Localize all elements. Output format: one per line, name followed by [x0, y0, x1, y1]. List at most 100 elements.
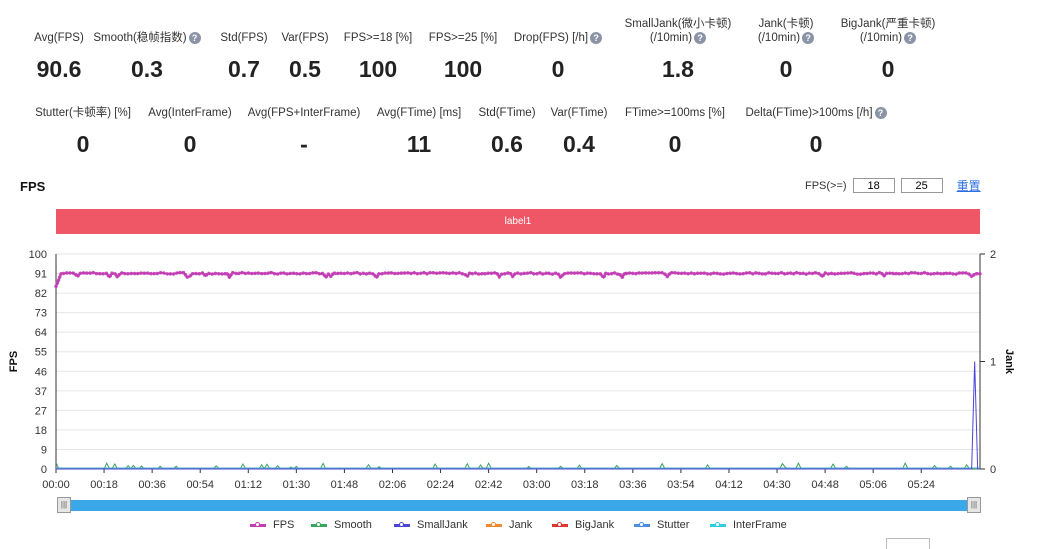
- metric-value: 1.8: [662, 56, 694, 82]
- legend-label: InterFrame: [733, 519, 787, 531]
- metric-label: Stutter(卡顿率) [%]: [8, 106, 158, 120]
- legend-marker: [557, 521, 562, 527]
- fps-threshold-label: FPS(>=): [805, 179, 847, 192]
- y-axis-title: FPS: [8, 351, 20, 372]
- fps-threshold-controls: FPS(>=) 重置: [805, 177, 981, 194]
- legend-item-jank[interactable]: Jank: [486, 519, 532, 531]
- y-tick-label: 55: [35, 347, 47, 359]
- fps-threshold-input-1[interactable]: [852, 178, 895, 193]
- x-tick-label: 03:36: [619, 479, 647, 491]
- legend-swatch: [394, 521, 410, 527]
- x-tick-label: 02:42: [475, 479, 503, 491]
- legend-item-interframe[interactable]: InterFrame: [710, 519, 787, 531]
- legend-swatch: [486, 521, 502, 527]
- metric-label: Var(FPS): [230, 31, 380, 45]
- metric-label-text: Avg(FPS+InterFrame): [247, 107, 361, 119]
- metric-label: Smooth(稳帧指数)?: [72, 31, 222, 45]
- legend-item-stutter[interactable]: Stutter: [634, 519, 689, 531]
- legend-swatch: [634, 521, 650, 527]
- help-icon[interactable]: ?: [590, 31, 603, 44]
- metric-value: 11: [406, 131, 432, 157]
- metric-label: Jank(卡顿) (/10min)?: [711, 17, 861, 45]
- fps-series-points: [54, 270, 982, 289]
- legend-label: Jank: [509, 519, 533, 531]
- x-tick-label: 02:24: [427, 479, 455, 491]
- legend-marker: [715, 521, 720, 527]
- y2-axis-title: Jank: [1003, 349, 1015, 375]
- fps-threshold-input-2[interactable]: [900, 178, 943, 193]
- metric-label: SmallJank(微小卡顿) (/10min)?: [603, 17, 753, 45]
- metric-label-text: Stutter(卡顿率) [%]: [35, 107, 131, 119]
- y-tick-label: 46: [35, 366, 47, 378]
- scrollbar-right-handle[interactable]: |||: [967, 497, 981, 513]
- help-icon[interactable]: ?: [802, 31, 815, 44]
- x-tick-label: 04:48: [811, 479, 839, 491]
- metric-r1-3: Var(FPS) 0.5: [230, 0, 380, 82]
- metric-r2-4: Std(FTime) 0.6: [432, 0, 582, 157]
- metric-r2-3: Avg(FTime) [ms] 11: [344, 0, 494, 157]
- y-tick-label: 73: [35, 308, 47, 320]
- metric-r1-5: FPS>=25 [%] 100: [388, 0, 538, 82]
- metric-value: 0.5: [289, 56, 321, 82]
- metric-label-text: Var(FTime): [550, 107, 608, 119]
- legend-item-fps[interactable]: FPS: [250, 519, 294, 531]
- metric-r1-7: SmallJank(微小卡顿) (/10min)? 1.8: [603, 0, 753, 82]
- legend-item-bigjank[interactable]: BigJank: [552, 519, 614, 531]
- metric-label: Drop(FPS) [/h]?: [483, 31, 633, 45]
- metric-r2-1: Avg(InterFrame) 0: [115, 0, 265, 157]
- metric-r2-2: Avg(FPS+InterFrame) -: [229, 0, 379, 157]
- x-tick-label: 03:00: [523, 479, 551, 491]
- y-tick-label: 18: [35, 425, 47, 437]
- metric-r2-0: Stutter(卡顿率) [%] 0: [8, 0, 158, 157]
- metric-value: 0: [881, 56, 895, 82]
- y2-tick-label: 2: [990, 249, 996, 261]
- metric-label: Std(FTime): [432, 106, 582, 120]
- metric-r1-2: Std(FPS) 0.7: [169, 0, 319, 82]
- scrollbar-track[interactable]: [58, 500, 980, 511]
- reset-link[interactable]: 重置: [956, 179, 981, 193]
- help-icon[interactable]: ?: [874, 106, 887, 119]
- metric-r1-1: Smooth(稳帧指数)? 0.3: [72, 0, 222, 82]
- legend-swatch: [710, 521, 726, 527]
- metric-value: 0.4: [563, 131, 595, 157]
- x-tick-label: 00:00: [42, 479, 70, 491]
- metric-label: Avg(InterFrame): [115, 106, 265, 120]
- metric-label-text: Avg(InterFrame): [148, 107, 232, 119]
- metric-label-text: FPS>=18 [%]: [343, 32, 413, 44]
- chart-title: FPS: [20, 179, 46, 194]
- metric-value: 0.6: [491, 131, 523, 157]
- help-icon[interactable]: ?: [904, 31, 917, 44]
- legend-swatch: [552, 521, 568, 527]
- help-icon[interactable]: ?: [694, 31, 707, 44]
- metric-label-text: SmallJank(微小卡顿): [624, 18, 732, 30]
- metric-value: 90.6: [36, 56, 82, 82]
- x-tick-label: 04:30: [763, 479, 791, 491]
- help-icon[interactable]: ?: [188, 31, 201, 44]
- legend-label: Smooth: [334, 519, 372, 531]
- metric-value: 100: [443, 56, 483, 82]
- metric-value: 0: [779, 56, 793, 82]
- metric-label-unit: (/10min): [859, 32, 903, 44]
- metric-value: 0: [668, 131, 682, 157]
- x-tick-label: 01:30: [283, 479, 311, 491]
- y-tick-label: 100: [29, 249, 47, 261]
- y-tick-label: 37: [35, 386, 47, 398]
- metric-r1-6: Drop(FPS) [/h]? 0: [483, 0, 633, 82]
- legend-marker: [255, 521, 260, 527]
- legend-item-smooth[interactable]: Smooth: [311, 519, 372, 531]
- metric-label: BigJank(严重卡顿) (/10min)?: [813, 17, 963, 45]
- metric-value: 0: [76, 131, 90, 157]
- partial-control: [886, 538, 930, 549]
- legend-marker: [316, 521, 321, 527]
- y-tick-label: 91: [35, 269, 47, 281]
- fps-chart: 0 9 18 27 37 46 55 64 73 82 91 100 0 1 2 FPS Jank 00:00 00…: [8, 249, 1015, 491]
- scrollbar-left-handle[interactable]: |||: [57, 497, 71, 513]
- metric-r2-7: Delta(FTime)>100ms [/h]? 0: [741, 0, 891, 157]
- legend-item-smalljank[interactable]: SmallJank: [394, 519, 468, 531]
- metric-label: Delta(FTime)>100ms [/h]?: [741, 106, 891, 120]
- metric-value: 0: [551, 56, 565, 82]
- x-tick-label: 00:54: [186, 479, 214, 491]
- time-range-scrollbar[interactable]: ||| |||: [57, 497, 981, 513]
- metric-label-text: Drop(FPS) [/h]: [513, 32, 589, 44]
- smalljank-series-line: [56, 361, 980, 470]
